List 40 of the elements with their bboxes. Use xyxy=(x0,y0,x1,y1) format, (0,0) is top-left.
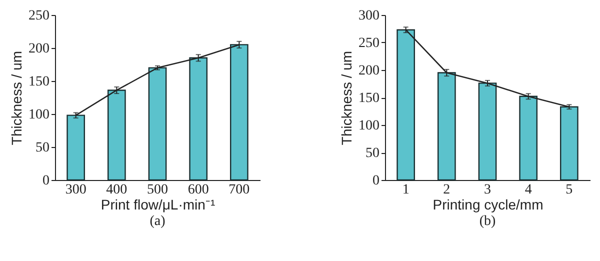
x-tick-label: 300 xyxy=(65,182,86,198)
bar xyxy=(66,114,85,181)
y-tick-label: 250 xyxy=(358,36,380,51)
x-tick-label: 500 xyxy=(147,182,168,198)
bar xyxy=(107,90,126,181)
x-tick-label: 600 xyxy=(188,182,209,198)
text: (a) xyxy=(150,214,166,229)
y-tick-label: 150 xyxy=(358,91,380,106)
x-axis-title: Print flow/μL·min⁻¹ xyxy=(100,196,216,212)
y-tick-label: 50 xyxy=(366,146,380,161)
y-tick-label: 300 xyxy=(358,8,380,24)
bar xyxy=(519,96,538,181)
x-tick-label: 2 xyxy=(443,182,450,198)
x-axis-title: Printing cycle/mm xyxy=(432,196,544,212)
bar xyxy=(478,82,497,181)
x-tick-label: 5 xyxy=(566,182,573,198)
y-tick-label: 200 xyxy=(28,42,50,56)
y-tick-label: 100 xyxy=(358,118,380,134)
y-tick-label: 100 xyxy=(28,108,50,122)
line-series xyxy=(75,44,240,116)
y-tick-label: 250 xyxy=(28,8,50,24)
bar xyxy=(437,72,456,181)
bar xyxy=(396,29,415,181)
bar xyxy=(148,67,167,181)
y-tick-label: 0 xyxy=(372,174,380,188)
bar xyxy=(560,106,578,181)
text: (b) xyxy=(479,214,496,229)
y-axis-title: Thickness / um xyxy=(338,50,354,146)
bar xyxy=(230,44,248,181)
x-tick-label: 700 xyxy=(228,182,250,198)
y-tick-label: 150 xyxy=(28,74,50,90)
x-tick-label: 400 xyxy=(106,182,128,198)
y-tick-label: 200 xyxy=(358,64,380,78)
y-axis-title: Thickness / um xyxy=(8,50,24,146)
x-tick-label: 3 xyxy=(484,182,491,198)
bar xyxy=(189,57,208,181)
y-tick-label: 0 xyxy=(42,174,50,188)
y-tick-label: 50 xyxy=(36,140,50,156)
x-tick-label: 4 xyxy=(524,182,532,198)
x-tick-label: 1 xyxy=(402,182,410,198)
